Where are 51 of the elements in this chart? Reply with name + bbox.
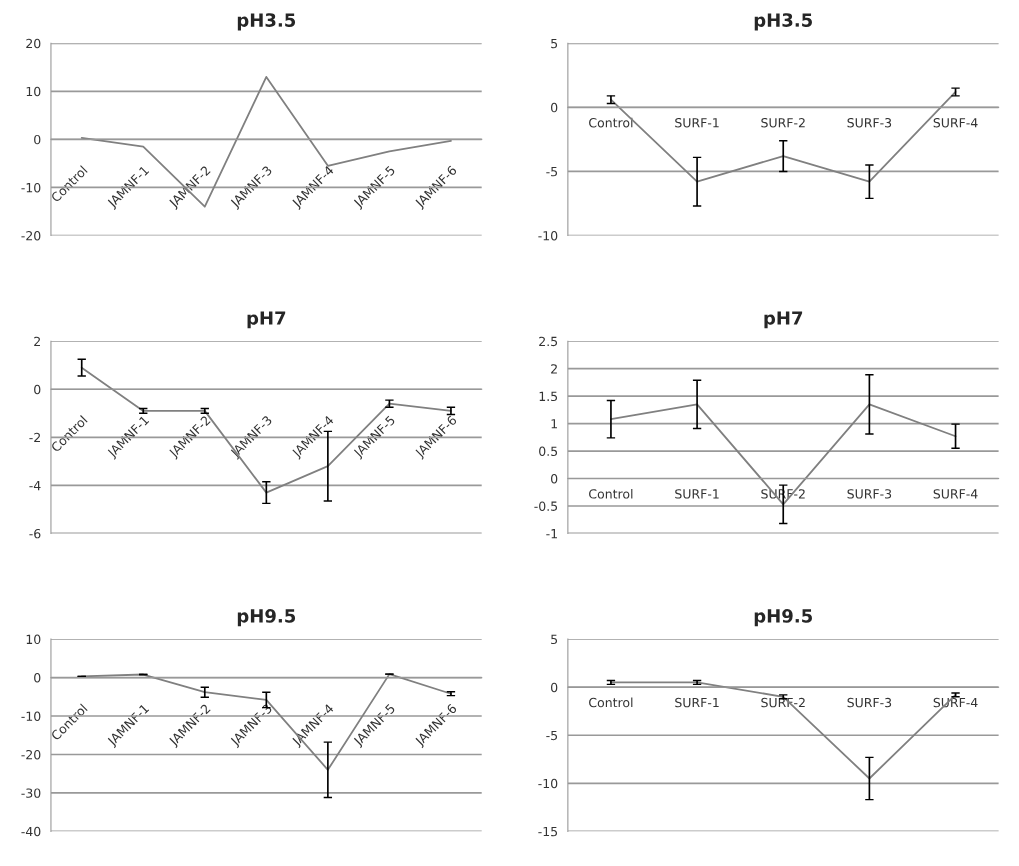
- y-tick-label: -0.5: [534, 501, 558, 511]
- x-tick-label: SURF-1: [675, 697, 719, 708]
- chart-title: pH9.5: [237, 609, 296, 627]
- y-tick-label: -15: [538, 827, 558, 837]
- x-tick-label: Control: [589, 697, 633, 708]
- y-tick-label: 0: [551, 102, 558, 113]
- y-tick-label: -10: [538, 230, 558, 241]
- chart-title: pH3.5: [237, 13, 296, 31]
- y-tick-label: -20: [21, 230, 41, 241]
- y-tick-label: 10: [26, 634, 41, 645]
- y-tick-label: 5: [551, 634, 558, 645]
- y-tick-label: -40: [21, 826, 41, 837]
- y-tick-label: 1: [551, 419, 557, 429]
- y-tick-label: -20: [21, 749, 41, 760]
- y-tick-label: -1: [546, 529, 557, 539]
- y-tick-label: -6: [29, 528, 41, 539]
- x-tick-label: SURF-1: [675, 489, 719, 499]
- y-tick-label: 2: [551, 364, 557, 374]
- x-tick-label: SURF-1: [675, 118, 719, 128]
- y-tick-label: 0: [34, 384, 41, 395]
- y-tick-label: -2: [29, 432, 40, 443]
- x-tick-label: SURF-3: [847, 118, 892, 128]
- y-tick-label: 0.5: [539, 446, 558, 456]
- chart-title: pH7: [247, 311, 286, 329]
- chart-title: pH3.5: [754, 13, 812, 31]
- x-tick-label: SURF-4: [933, 489, 978, 499]
- y-tick-label: -4: [29, 481, 41, 491]
- y-tick-label: 20: [26, 38, 41, 49]
- x-tick-label: SURF-2: [761, 118, 805, 128]
- y-tick-label: -5: [546, 167, 558, 177]
- x-tick-label: SURF-3: [847, 697, 892, 708]
- y-tick-label: -10: [538, 778, 558, 789]
- y-tick-label: 0: [34, 673, 41, 683]
- y-tick-label: 2: [34, 336, 40, 346]
- y-tick-label: 0: [551, 682, 558, 693]
- y-tick-label: 1.5: [539, 391, 558, 402]
- y-tick-label: 0: [551, 473, 558, 484]
- x-tick-label: SURF-3: [847, 489, 892, 499]
- y-tick-label: -30: [21, 788, 41, 798]
- y-tick-label: 2.5: [539, 336, 558, 347]
- x-tick-label: Control: [589, 117, 633, 128]
- x-tick-label: SURF-4: [933, 118, 978, 128]
- chart-title: pH7: [764, 311, 803, 329]
- y-tick-label: -10: [21, 182, 41, 193]
- y-tick-label: 0: [34, 134, 41, 145]
- y-tick-label: 10: [26, 86, 41, 97]
- y-tick-label: -5: [546, 730, 558, 741]
- x-tick-label: Control: [589, 488, 633, 499]
- chart-title: pH9.5: [754, 609, 812, 627]
- y-tick-label: -10: [21, 711, 41, 721]
- y-tick-label: 5: [551, 38, 558, 49]
